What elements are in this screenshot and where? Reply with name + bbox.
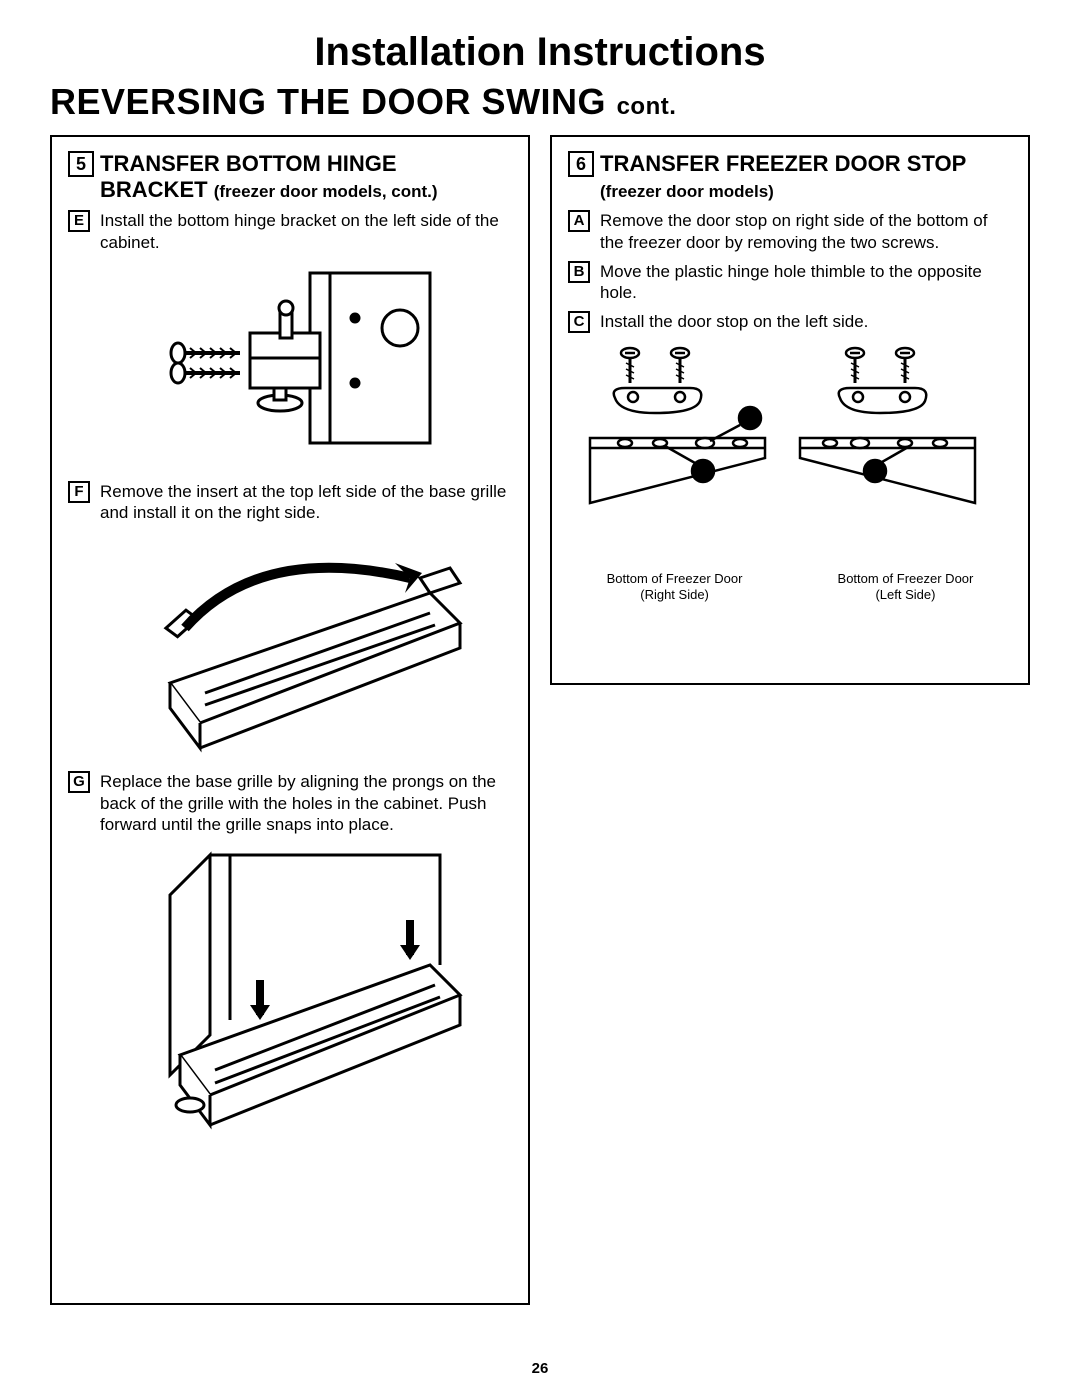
step-letter-A: A <box>568 210 590 232</box>
caption-left: Bottom of Freezer Door (Right Side) <box>568 571 781 602</box>
page-title: Installation Instructions <box>50 30 1030 75</box>
caption-left-line1: Bottom of Freezer Door <box>607 571 743 586</box>
panel-6-heading: 6TRANSFER FREEZER DOOR STOP (freezer doo… <box>568 151 1012 202</box>
step-C: C Install the door stop on the left side… <box>568 311 1012 333</box>
step-text-C: Install the door stop on the left side. <box>600 311 868 332</box>
section-title-text: REVERSING THE DOOR SWING <box>50 81 606 122</box>
step-letter-E: E <box>68 210 90 232</box>
callout-A: A <box>698 463 708 479</box>
panel-5-heading: 5TRANSFER BOTTOM HINGE BRACKET (freezer … <box>68 151 512 202</box>
columns: 5TRANSFER BOTTOM HINGE BRACKET (freezer … <box>50 135 1030 1305</box>
step-letter-G: G <box>68 771 90 793</box>
figure-base-grille-install <box>68 845 512 1145</box>
panel-step-6: 6TRANSFER FREEZER DOOR STOP (freezer doo… <box>550 135 1030 685</box>
heading-6-subtitle: (freezer door models) <box>600 182 774 201</box>
section-title: REVERSING THE DOOR SWING cont. <box>50 81 1030 123</box>
caption-right-line1: Bottom of Freezer Door <box>838 571 974 586</box>
step-G: G Replace the base grille by aligning th… <box>68 771 512 835</box>
step-text-B: Move the plastic hinge hole thimble to t… <box>600 261 1012 304</box>
figure-base-grille-insert <box>68 533 512 753</box>
heading-5-subtitle: (freezer door models, cont.) <box>214 182 438 201</box>
heading-5-line2: BRACKET <box>100 177 208 202</box>
step-F: F Remove the insert at the top left side… <box>68 481 512 524</box>
figure-captions: Bottom of Freezer Door (Right Side) Bott… <box>568 571 1012 602</box>
caption-left-line2: (Right Side) <box>640 587 709 602</box>
caption-right: Bottom of Freezer Door (Left Side) <box>799 571 1012 602</box>
section-title-cont: cont. <box>617 93 677 120</box>
page-number: 26 <box>0 1360 1080 1377</box>
step-text-F: Remove the insert at the top left side o… <box>100 481 512 524</box>
step-number-5: 5 <box>68 151 94 177</box>
caption-right-line2: (Left Side) <box>875 587 935 602</box>
figure-door-stop: B A <box>568 343 1012 553</box>
figure-hinge-bracket <box>68 263 512 463</box>
panel-step-5: 5TRANSFER BOTTOM HINGE BRACKET (freezer … <box>50 135 530 1305</box>
step-text-E: Install the bottom hinge bracket on the … <box>100 210 512 253</box>
callout-B: B <box>745 410 755 426</box>
step-letter-B: B <box>568 261 590 283</box>
step-B: B Move the plastic hinge hole thimble to… <box>568 261 1012 304</box>
step-text-A: Remove the door stop on right side of th… <box>600 210 1012 253</box>
step-text-G: Replace the base grille by aligning the … <box>100 771 512 835</box>
heading-5-line1: TRANSFER BOTTOM HINGE <box>100 151 397 176</box>
heading-6-line1: TRANSFER FREEZER DOOR STOP <box>600 151 966 176</box>
step-A: A Remove the door stop on right side of … <box>568 210 1012 253</box>
step-letter-F: F <box>68 481 90 503</box>
step-letter-C: C <box>568 311 590 333</box>
step-E: E Install the bottom hinge bracket on th… <box>68 210 512 253</box>
step-number-6: 6 <box>568 151 594 177</box>
callout-C: C <box>870 463 880 479</box>
